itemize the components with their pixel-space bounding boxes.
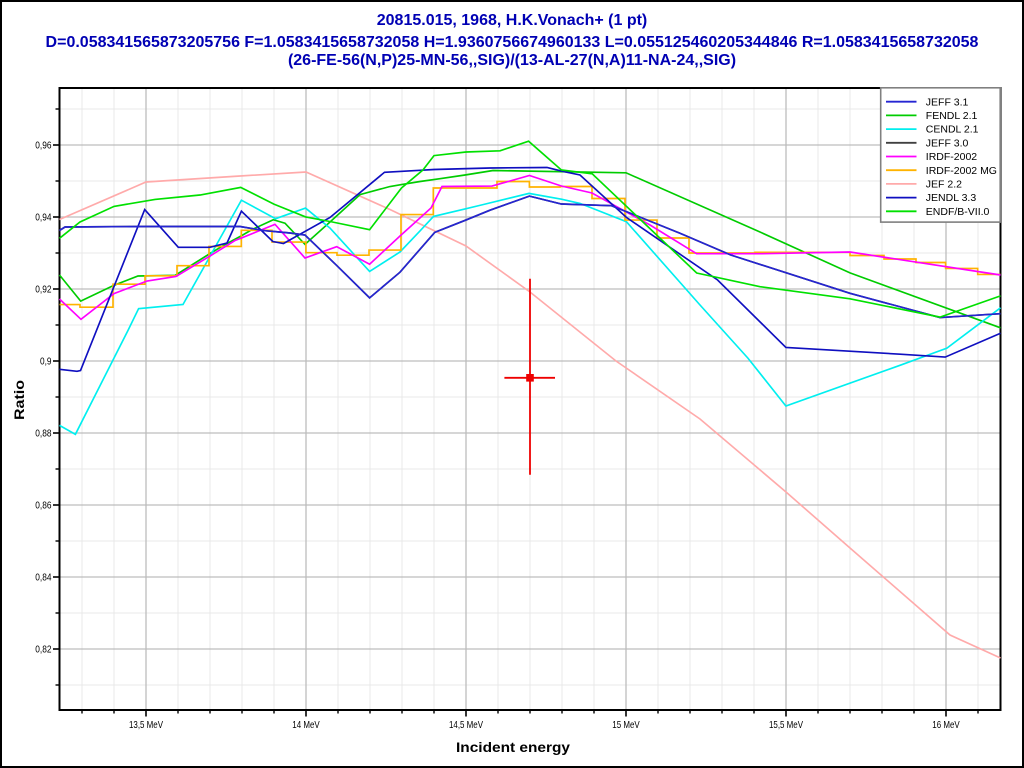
svg-text:0,94: 0,94 [35, 212, 51, 224]
svg-text:IRDF-2002: IRDF-2002 [926, 151, 978, 163]
svg-text:IRDF-2002 MG: IRDF-2002 MG [926, 165, 997, 177]
svg-text:16 MeV: 16 MeV [932, 719, 959, 731]
svg-text:15,5 MeV: 15,5 MeV [769, 719, 803, 731]
svg-text:JEFF 3.0: JEFF 3.0 [926, 137, 969, 149]
svg-text:0,96: 0,96 [35, 140, 51, 152]
svg-text:15 MeV: 15 MeV [612, 719, 639, 731]
svg-text:JEFF 3.1: JEFF 3.1 [926, 96, 969, 108]
svg-text:0,88: 0,88 [35, 428, 51, 440]
svg-text:0,9: 0,9 [40, 356, 52, 368]
svg-text:JEF 2.2: JEF 2.2 [926, 179, 962, 191]
svg-text:0,86: 0,86 [35, 500, 51, 512]
svg-text:14 MeV: 14 MeV [292, 719, 319, 731]
svg-text:13,5 MeV: 13,5 MeV [129, 719, 163, 731]
svg-text:0,92: 0,92 [35, 284, 51, 296]
svg-text:CENDL 2.1: CENDL 2.1 [926, 124, 979, 136]
svg-text:Incident energy: Incident energy [456, 740, 571, 755]
svg-text:ENDF/B-VII.0: ENDF/B-VII.0 [926, 206, 990, 218]
svg-text:JENDL 3.3: JENDL 3.3 [926, 192, 977, 204]
svg-text:Ratio: Ratio [12, 380, 27, 420]
svg-text:14,5 MeV: 14,5 MeV [449, 719, 483, 731]
svg-text:FENDL 2.1: FENDL 2.1 [926, 110, 978, 122]
svg-text:0,82: 0,82 [35, 644, 51, 656]
svg-text:0,84: 0,84 [35, 572, 51, 584]
